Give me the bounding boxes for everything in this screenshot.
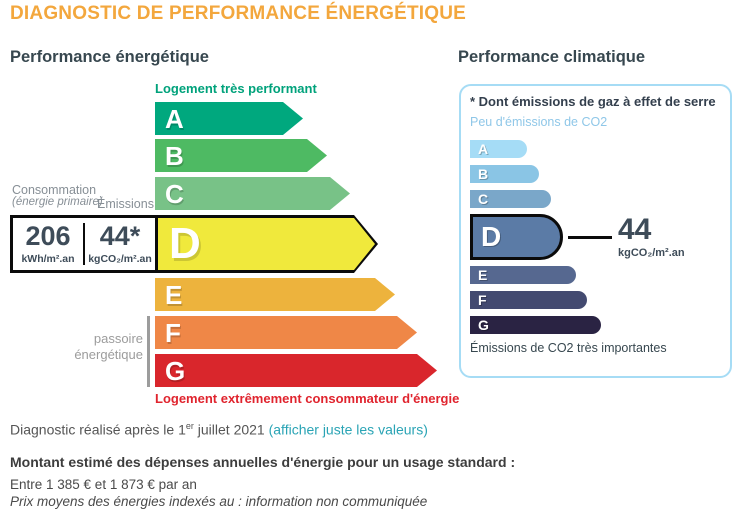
passoire-bracket-line — [147, 316, 150, 387]
consumption-label-main: Consommation — [12, 183, 97, 197]
consumption-label-sub: (énergie primaire) — [12, 195, 103, 208]
emissions-value: 44* — [99, 221, 141, 251]
climate-heading: Performance climatique — [458, 48, 646, 66]
diagnostic-date-superscript: er — [185, 421, 194, 431]
energy-bar-a: A — [155, 102, 303, 135]
energy-values-box: 206 kWh/m².an 44* kgCO₂/m².an — [10, 215, 158, 273]
consumption-unit: kWh/m².an — [21, 253, 75, 265]
bar-letter-c: C — [165, 178, 184, 209]
values-divider — [83, 223, 85, 265]
climate-bar-g: G — [470, 316, 601, 334]
diagnostic-date-prefix: Diagnostic réalisé après le 1 — [10, 421, 186, 438]
diagnostic-date-line: Diagnostic réalisé après le 1er juillet … — [10, 421, 428, 438]
bar-letter-c: C — [478, 191, 489, 207]
bar-letter-e: E — [478, 267, 488, 283]
energy-top-label: Logement très performant — [155, 81, 317, 96]
energy-bar-e: E — [155, 278, 395, 311]
energy-bar-b: B — [155, 139, 327, 172]
bar-letter-g: G — [165, 355, 186, 386]
climate-bar-c: C — [470, 190, 551, 208]
price-note: Prix moyens des énergies indexés au : in… — [10, 494, 428, 509]
consumption-value: 206 — [25, 221, 71, 251]
climate-high-label: Émissions de CO2 très importantes — [470, 341, 667, 355]
bar-letter-e: E — [165, 279, 183, 310]
passoire-label: passoire énergétique — [40, 331, 143, 363]
climate-box-title: * Dont émissions de gaz à effet de serre — [470, 94, 716, 109]
energy-bar-d: D — [155, 215, 378, 273]
bar-letter-g: G — [478, 317, 489, 333]
bar-letter-f: F — [165, 317, 181, 348]
bar-letter-a: A — [165, 103, 184, 134]
page-title: DIAGNOSTIC DE PERFORMANCE ÉNERGÉTIQUE — [10, 3, 467, 24]
consumption-value-column: 206 kWh/m².an — [13, 218, 83, 270]
energy-bar-g: G — [155, 354, 437, 387]
amount-title: Montant estimé des dépenses annuelles d'… — [10, 454, 516, 470]
energy-bar-d-fill: D — [158, 218, 375, 270]
show-values-link[interactable]: (afficher juste les valeurs) — [268, 421, 428, 438]
bar-letter-a: A — [478, 141, 489, 157]
climate-unit: kgCO₂/m².an — [618, 247, 685, 259]
consumption-label: Consommation (énergie primaire) — [12, 184, 103, 208]
energy-bottom-label: Logement extrêmement consommateur d'éner… — [155, 391, 460, 406]
climate-bar-e: E — [470, 266, 576, 284]
climate-bar-a: A — [470, 140, 527, 158]
bar-letter-f: F — [478, 292, 487, 308]
energy-heading: Performance énergétique — [10, 48, 209, 66]
climate-bar-b: B — [470, 165, 539, 183]
emissions-value-column: 44* kgCO₂/m².an — [85, 218, 155, 270]
energy-bar-f: F — [155, 316, 417, 349]
climate-value: 44 — [618, 213, 652, 246]
energy-bar-c: C — [155, 177, 350, 210]
bar-letter-b: B — [478, 166, 489, 182]
emissions-unit: kgCO₂/m².an — [88, 253, 152, 265]
emissions-label: Émissions — [97, 197, 154, 211]
climate-value-connector — [568, 236, 612, 239]
climate-bar-d: D — [470, 214, 563, 260]
amount-range: Entre 1 385 € et 1 873 € par an — [10, 477, 197, 492]
passoire-label-line2: énergétique — [74, 347, 143, 362]
diagnostic-date-suffix: juillet 2021 — [193, 421, 269, 438]
climate-bar-f: F — [470, 291, 587, 309]
bar-letter-b: B — [165, 140, 184, 171]
passoire-label-line1: passoire — [93, 331, 143, 346]
bar-letter-d: D — [169, 219, 201, 268]
bar-letter-d: D — [481, 221, 502, 252]
climate-low-label: Peu d'émissions de CO2 — [470, 115, 608, 129]
